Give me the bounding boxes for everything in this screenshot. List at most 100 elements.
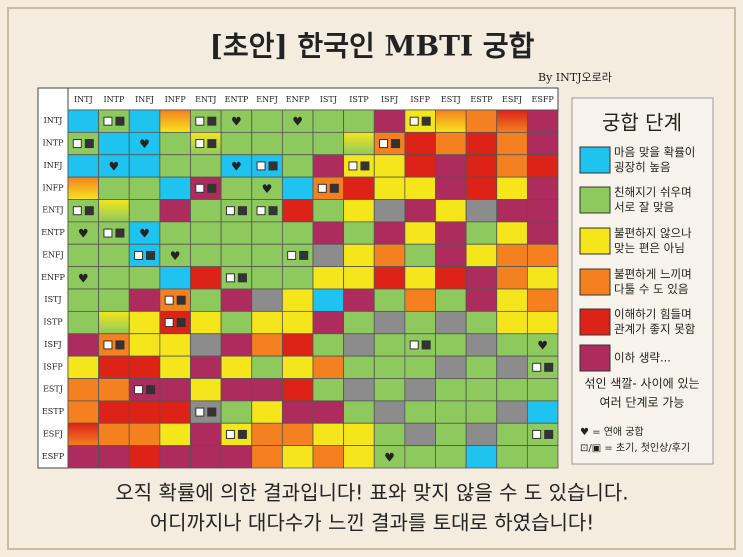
- cell: [251, 266, 283, 290]
- legend-note: ♥ = 연애 궁합: [580, 426, 644, 438]
- cell: [281, 243, 314, 268]
- cell: [312, 154, 345, 178]
- cell: [251, 400, 283, 424]
- cell: [281, 355, 314, 379]
- first-impression-icon: [256, 206, 266, 216]
- first-impression-icon: [287, 250, 297, 260]
- row-header: INFP: [42, 183, 64, 192]
- cell: [281, 266, 314, 290]
- legend-label: 관계가 좋지 못함: [614, 322, 696, 336]
- row-header: ENTP: [41, 228, 65, 237]
- cell: [404, 378, 436, 402]
- cell: [526, 445, 559, 469]
- cell: [128, 400, 161, 424]
- row-header: ISTP: [43, 318, 63, 327]
- cell: [343, 378, 375, 402]
- legend-label: 맞는 편은 아님: [614, 241, 685, 255]
- cell: [128, 154, 161, 178]
- later-icon: [237, 429, 247, 439]
- row-header: INFJ: [44, 161, 63, 170]
- cell: [526, 400, 559, 424]
- cell: [159, 355, 191, 379]
- cell: [435, 378, 467, 402]
- cell: [190, 378, 222, 402]
- first-impression-icon: [532, 429, 542, 439]
- legend-label: 마음 맞을 확률이: [614, 145, 695, 159]
- first-impression-icon: [379, 139, 389, 149]
- cell: [465, 266, 498, 290]
- cell: [98, 445, 130, 469]
- cell: [281, 445, 314, 469]
- cell: [98, 310, 130, 335]
- first-impression-icon: [103, 340, 113, 350]
- column-header: ESTP: [470, 95, 493, 104]
- cell: [435, 266, 467, 290]
- cell: [190, 445, 222, 469]
- cell: [159, 445, 191, 469]
- cell: [220, 221, 253, 245]
- first-impression-icon: [195, 116, 205, 126]
- first-impression-icon: [103, 228, 113, 238]
- cell: [159, 378, 191, 402]
- cell: [251, 310, 283, 335]
- cell: [435, 199, 467, 223]
- row-header: ENTJ: [42, 206, 63, 215]
- cell: [343, 154, 375, 178]
- cell: [190, 109, 222, 133]
- column-header: ESFP: [532, 95, 555, 104]
- byline: By INTJ오로라: [538, 71, 612, 84]
- row-header: INTP: [43, 139, 64, 148]
- legend-swatch: [579, 344, 611, 372]
- later-icon: [176, 318, 186, 328]
- cell: [373, 131, 406, 156]
- cell: [404, 266, 436, 290]
- cell: [220, 333, 253, 357]
- cell: [220, 131, 253, 156]
- grid-header-bg: [37, 87, 69, 469]
- legend-swatch: [579, 308, 611, 336]
- first-impression-icon: [225, 273, 235, 283]
- cell: [159, 333, 191, 357]
- heart: ♥: [537, 338, 548, 352]
- cell: [526, 176, 559, 200]
- cell: [373, 422, 406, 447]
- cell: [526, 310, 559, 335]
- heart: ♥: [170, 249, 181, 263]
- heart: ♥: [292, 115, 303, 129]
- column-header: INFP: [165, 95, 187, 104]
- legend-swatch: [579, 227, 611, 255]
- footer-line: 어디까지나 대다수가 느낀 결과를 토대로 하였습니다!: [150, 511, 595, 535]
- legend-label: 다툴 수 도 있음: [614, 282, 688, 296]
- cell: [496, 131, 528, 156]
- cell: [312, 400, 345, 424]
- cell: [159, 422, 191, 447]
- first-impression-icon: [409, 340, 419, 350]
- cell: [220, 355, 253, 379]
- first-impression-icon: [134, 250, 144, 260]
- cell: [128, 199, 161, 223]
- legend-note: 섞인 색깔- 사이에 있는: [584, 377, 699, 391]
- cell: [312, 310, 345, 335]
- column-header: ISFP: [410, 95, 430, 104]
- cell: [251, 154, 283, 178]
- cell: [526, 199, 559, 223]
- cell: [220, 422, 253, 447]
- later-icon: [115, 228, 125, 238]
- cell: [281, 154, 314, 178]
- cell: [496, 199, 528, 223]
- cell: [496, 243, 528, 268]
- first-impression-icon: [195, 407, 205, 417]
- legend-label: 불편하게 느끼며: [614, 267, 692, 281]
- first-impression-icon: [225, 206, 235, 216]
- cell: [343, 109, 375, 133]
- cell: [159, 288, 191, 312]
- cell: [404, 199, 436, 223]
- cell: [465, 154, 498, 178]
- heart: ♥: [78, 271, 89, 285]
- cell: [98, 266, 130, 290]
- cell: [343, 445, 375, 469]
- legend-label: 굉장히 높음: [614, 160, 671, 174]
- cell: [343, 131, 375, 156]
